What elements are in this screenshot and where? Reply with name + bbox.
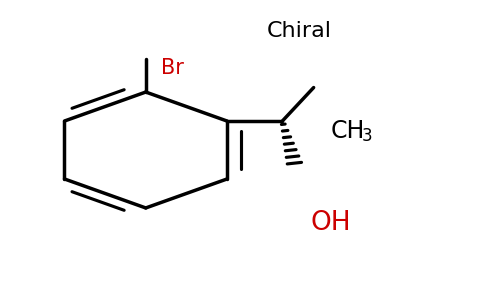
Text: Chiral: Chiral (267, 21, 332, 41)
Text: Br: Br (161, 58, 183, 78)
Text: OH: OH (311, 210, 351, 236)
Text: CH: CH (331, 119, 365, 143)
Text: 3: 3 (362, 127, 372, 145)
